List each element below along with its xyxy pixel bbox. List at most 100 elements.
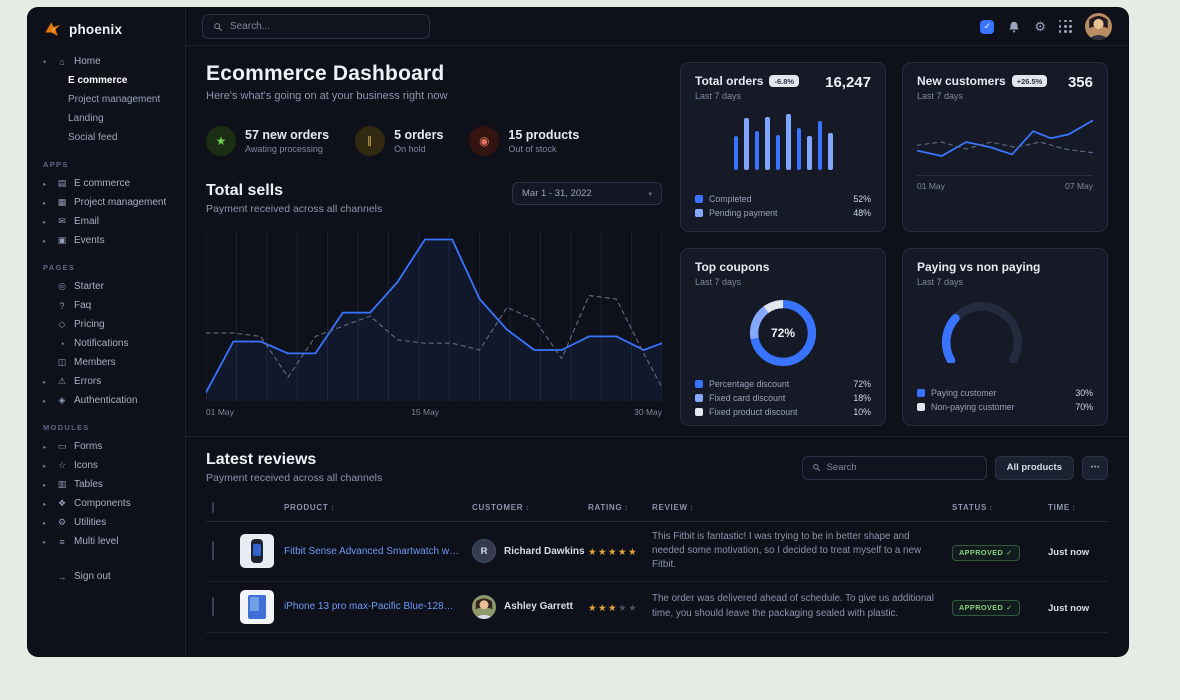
orders-legend: Completed 52% Pending payment 48% — [695, 192, 871, 220]
brand-logo[interactable]: phoenix — [28, 20, 185, 39]
dashboard-left-column: Ecommerce Dashboard Here's what's going … — [206, 62, 662, 426]
chevron-right-icon: ▸ — [43, 443, 47, 451]
chevron-right-icon: ▸ — [43, 199, 47, 207]
bell-icon: ◔ — [59, 338, 65, 349]
home-icon: ⌂ — [59, 56, 65, 67]
review-time: Just now — [1048, 602, 1090, 614]
sidebar-item-home[interactable]: ▾ ⌂ Home — [28, 52, 185, 71]
compass-icon: ◎ — [58, 281, 66, 291]
product-link[interactable]: Fitbit Sense Advanced Smartwatch with To… — [284, 545, 460, 557]
sidebar-item-starter[interactable]: ◎ Starter — [28, 277, 185, 296]
legend-swatch — [917, 403, 925, 411]
search-icon — [214, 22, 223, 31]
column-header-customer[interactable]: CUSTOMER — [472, 503, 524, 512]
warning-icon: ⚠ — [57, 376, 67, 386]
sidebar-item-faq[interactable]: ? Faq — [28, 296, 185, 315]
row-checkbox[interactable] — [212, 541, 214, 561]
chevron-right-icon: ▸ — [43, 500, 47, 508]
new-customers-chart: 01 May 07 May — [917, 115, 1093, 191]
row-checkbox[interactable] — [212, 596, 214, 616]
form-icon: ▭ — [57, 441, 67, 451]
chevron-right-icon: ▸ — [43, 180, 47, 188]
check-icon: ✓ — [1006, 603, 1013, 613]
topbar-search[interactable] — [202, 14, 430, 39]
stat-new-orders: ★ 57 new orders Awating processing — [206, 126, 329, 156]
all-products-button[interactable]: All products — [994, 455, 1074, 480]
sidebar-item-ecommerce-dashboard[interactable]: E commerce — [68, 75, 128, 86]
date-range-select[interactable]: Mar 1 - 31, 2022 ▾ — [512, 182, 662, 205]
column-header-rating[interactable]: RATING — [588, 503, 623, 512]
sidebar-item-pricing[interactable]: ◇ Pricing — [28, 315, 185, 334]
paying-legend: Paying customer 30% Non-paying customer … — [917, 386, 1093, 414]
review-text: This Fitbit is fantastic! I was trying t… — [652, 531, 922, 571]
x-axis-label: 15 May — [411, 407, 440, 417]
sort-icon: ↕ — [689, 503, 695, 512]
chevron-down-icon: ▾ — [43, 58, 47, 66]
sidebar-item-utilities[interactable]: ▸ ⚙ Utilities — [43, 517, 107, 528]
search-input[interactable] — [230, 21, 419, 32]
sidebar-item-icons[interactable]: ▸ ☆ Icons — [43, 460, 98, 471]
sidebar-item-forms[interactable]: ▸ ▭ Forms — [43, 441, 103, 452]
trend-badge: -6.8% — [769, 75, 800, 87]
sidebar-item-app-project-management[interactable]: ▸ ▦ Project management — [43, 197, 167, 208]
more-options-button[interactable]: ⋯ — [1082, 455, 1108, 480]
sidebar-item-email[interactable]: ▸ ✉ Email — [43, 216, 100, 227]
users-icon: ◫ — [57, 357, 67, 367]
column-header-time[interactable]: TIME — [1048, 503, 1070, 512]
card-period: Last 7 days — [695, 91, 742, 101]
column-header-review[interactable]: REVIEW — [652, 503, 688, 512]
gear-icon[interactable]: ⚙ — [1034, 19, 1046, 34]
check-icon: ✓ — [1006, 548, 1013, 558]
card-period: Last 7 days — [917, 91, 964, 101]
sidebar-item-notifications[interactable]: ◔ Notifications — [28, 334, 185, 353]
stat-label: Awating processing — [245, 144, 323, 154]
sort-icon: ↕ — [624, 503, 629, 512]
dashboard-content: Ecommerce Dashboard Here's what's going … — [186, 46, 1128, 656]
customer-name: Richard Dawkins — [504, 545, 585, 557]
sidebar-item-landing[interactable]: Landing — [68, 113, 104, 124]
sidebar-item-multi-level[interactable]: ▸ ≡ Multi level — [43, 536, 119, 547]
stat-out-of-stock: ◉ 15 products Out of stock — [469, 126, 579, 156]
legend-item: Fixed product discount 10% — [695, 405, 871, 419]
user-avatar[interactable] — [1085, 13, 1112, 40]
legend-item: Paying customer 30% — [917, 386, 1093, 400]
customer-avatar — [472, 594, 496, 619]
sidebar-item-social-feed[interactable]: Social feed — [68, 132, 118, 143]
apps-grid-icon[interactable] — [1059, 20, 1072, 33]
sidebar-item-authentication[interactable]: ▸ ◈ Authentication — [43, 395, 138, 406]
phoenix-logo-icon — [45, 22, 61, 37]
legend-swatch — [695, 394, 703, 402]
checked-toggle-icon[interactable]: ✓ — [980, 19, 995, 34]
avatar-image — [1085, 13, 1112, 40]
legend-item: Pending payment 48% — [695, 206, 871, 220]
sidebar-nav: ▾ ⌂ Home E commerce Project management L… — [28, 52, 185, 644]
chevron-right-icon: ▸ — [43, 538, 47, 546]
sidebar-item-tables[interactable]: ▸ ▥ Tables — [43, 479, 103, 490]
avatar-image — [472, 594, 496, 619]
sidebar-item-events[interactable]: ▸ ▣ Events — [43, 235, 105, 246]
product-image — [240, 589, 274, 624]
sidebar-item-components[interactable]: ▸ ❖ Components — [43, 498, 131, 509]
sign-out-button[interactable]: → Sign out — [57, 571, 111, 582]
total-sells-chart: 01 May 15 May 30 May — [206, 231, 662, 419]
column-header-status[interactable]: STATUS — [952, 503, 988, 512]
column-header-product[interactable]: PRODUCT — [284, 503, 329, 512]
donut-center-value: 72% — [770, 326, 796, 340]
reviews-search-input[interactable] — [826, 462, 977, 473]
trend-badge: +26.5% — [1011, 75, 1048, 87]
select-all-checkbox[interactable] — [212, 502, 214, 513]
card-title: Total orders — [695, 74, 764, 88]
stat-value: 57 new orders — [245, 128, 330, 142]
sidebar-item-app-ecommerce[interactable]: ▸ ▤ E commerce — [43, 178, 131, 189]
reviews-search[interactable] — [801, 455, 987, 480]
menu-icon: ≡ — [59, 536, 65, 547]
bell-icon[interactable] — [1007, 20, 1021, 34]
sidebar-item-errors[interactable]: ▸ ⚠ Errors — [43, 376, 102, 387]
sidebar-item-project-management-dashboard[interactable]: Project management — [68, 94, 161, 105]
chevron-right-icon: ▸ — [43, 218, 47, 226]
sidebar-section-modules: MODULES — [43, 423, 90, 432]
sidebar-item-members[interactable]: ◫ Members — [57, 357, 116, 368]
product-link[interactable]: iPhone 13 pro max-Pacific Blue-128GB sto… — [284, 601, 460, 613]
new-customers-chart-canvas — [917, 115, 1093, 169]
stat-orders-on-hold: ∥ 5 orders On hold — [355, 126, 443, 156]
